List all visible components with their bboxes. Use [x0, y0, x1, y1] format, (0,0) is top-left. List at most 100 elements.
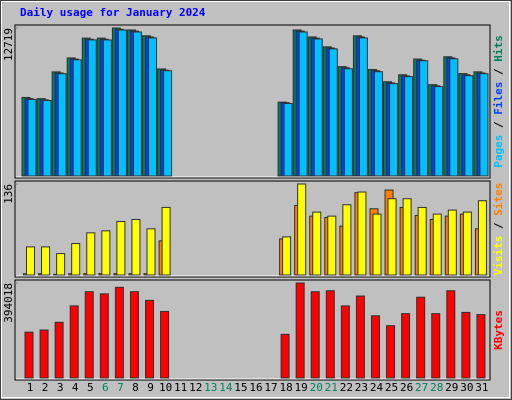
bar — [148, 37, 158, 177]
bar — [372, 213, 382, 276]
legend-separator: / — [492, 62, 505, 82]
x-tick-label: 8 — [132, 381, 139, 394]
x-tick-label: 13 — [204, 381, 217, 394]
bar — [312, 211, 322, 276]
bar — [26, 246, 35, 276]
x-tick-label: 15 — [234, 381, 247, 394]
bar — [419, 60, 429, 177]
bar — [386, 325, 396, 379]
x-tick-label: 28 — [430, 381, 443, 394]
bar — [163, 70, 173, 177]
bar — [434, 86, 444, 177]
bar — [447, 209, 457, 276]
bar — [145, 299, 155, 379]
bar — [417, 206, 427, 276]
bar — [416, 296, 426, 379]
panel — [14, 279, 491, 381]
bar — [160, 310, 170, 379]
x-tick-label: 24 — [370, 381, 384, 394]
legend: Visits / Sites — [492, 183, 505, 276]
bar — [282, 236, 292, 276]
legend-entry: Hits — [492, 35, 505, 62]
bar — [24, 331, 34, 379]
bar — [464, 75, 474, 177]
bar — [401, 313, 411, 379]
legend: Pages / Files / Hits — [492, 35, 505, 168]
bar — [71, 243, 81, 276]
bar — [355, 295, 365, 379]
bar — [313, 38, 323, 177]
bar — [373, 71, 383, 177]
bar — [297, 183, 307, 276]
legend-separator: / — [492, 115, 505, 135]
x-tick-label: 1 — [27, 381, 34, 394]
bar — [357, 191, 367, 276]
bar — [325, 290, 335, 379]
x-tick-label: 5 — [87, 381, 94, 394]
bar — [462, 211, 472, 276]
bar — [370, 315, 380, 379]
bar — [114, 286, 124, 379]
legend-separator: / — [492, 216, 505, 236]
x-tick-label: 22 — [340, 381, 353, 394]
x-tick-label: 16 — [249, 381, 262, 394]
bar — [431, 313, 441, 379]
bar — [69, 305, 79, 379]
x-tick-label: 23 — [355, 381, 368, 394]
bar — [161, 206, 171, 276]
x-tick-label: 21 — [325, 381, 338, 394]
x-tick-label: 3 — [57, 381, 64, 394]
bar — [295, 282, 305, 379]
bar — [129, 291, 139, 379]
x-tick-label: 6 — [102, 381, 109, 394]
bar — [99, 293, 109, 379]
x-tick-label: 14 — [219, 381, 233, 394]
x-tick-label: 30 — [460, 381, 473, 394]
bar — [102, 39, 112, 177]
bar — [327, 215, 337, 276]
bar — [101, 230, 111, 276]
legend-entry: Sites — [492, 183, 505, 216]
legend-entry: KBytes — [492, 310, 505, 350]
x-tick-label: 9 — [147, 381, 154, 394]
bar — [328, 48, 338, 177]
x-tick-label: 7 — [117, 381, 124, 394]
legend: KBytes — [492, 310, 505, 350]
bar — [298, 31, 308, 177]
legend-entry: Pages — [492, 135, 505, 168]
bar — [310, 291, 320, 379]
bar — [343, 68, 353, 177]
x-tick-label: 4 — [72, 381, 79, 394]
bar — [117, 29, 127, 177]
bar — [27, 99, 37, 177]
bar — [477, 200, 487, 276]
bar — [449, 58, 459, 177]
bar — [342, 204, 352, 276]
bar — [479, 73, 489, 177]
bar — [404, 76, 414, 177]
y-tick-label: 394018 — [2, 283, 15, 323]
bar — [41, 246, 51, 276]
bar — [432, 213, 442, 276]
x-tick-label: 2 — [42, 381, 49, 394]
x-tick-label: 26 — [400, 381, 413, 394]
bar — [283, 102, 293, 177]
bar — [358, 37, 368, 177]
bar — [86, 232, 96, 276]
x-tick-label: 18 — [279, 381, 292, 394]
bar — [72, 59, 82, 177]
y-tick-label: 136 — [2, 184, 15, 204]
x-tick-label: 31 — [475, 381, 488, 394]
bar — [131, 218, 141, 276]
x-tick-label: 11 — [174, 381, 187, 394]
legend-entry: Visits — [492, 236, 505, 276]
x-tick-label: 20 — [310, 381, 323, 394]
bar — [57, 73, 67, 177]
bar — [387, 198, 397, 276]
x-tick-label: 27 — [415, 381, 428, 394]
x-tick-label: 29 — [445, 381, 458, 394]
bar — [56, 253, 66, 276]
bar — [402, 198, 412, 276]
bar — [116, 220, 126, 276]
